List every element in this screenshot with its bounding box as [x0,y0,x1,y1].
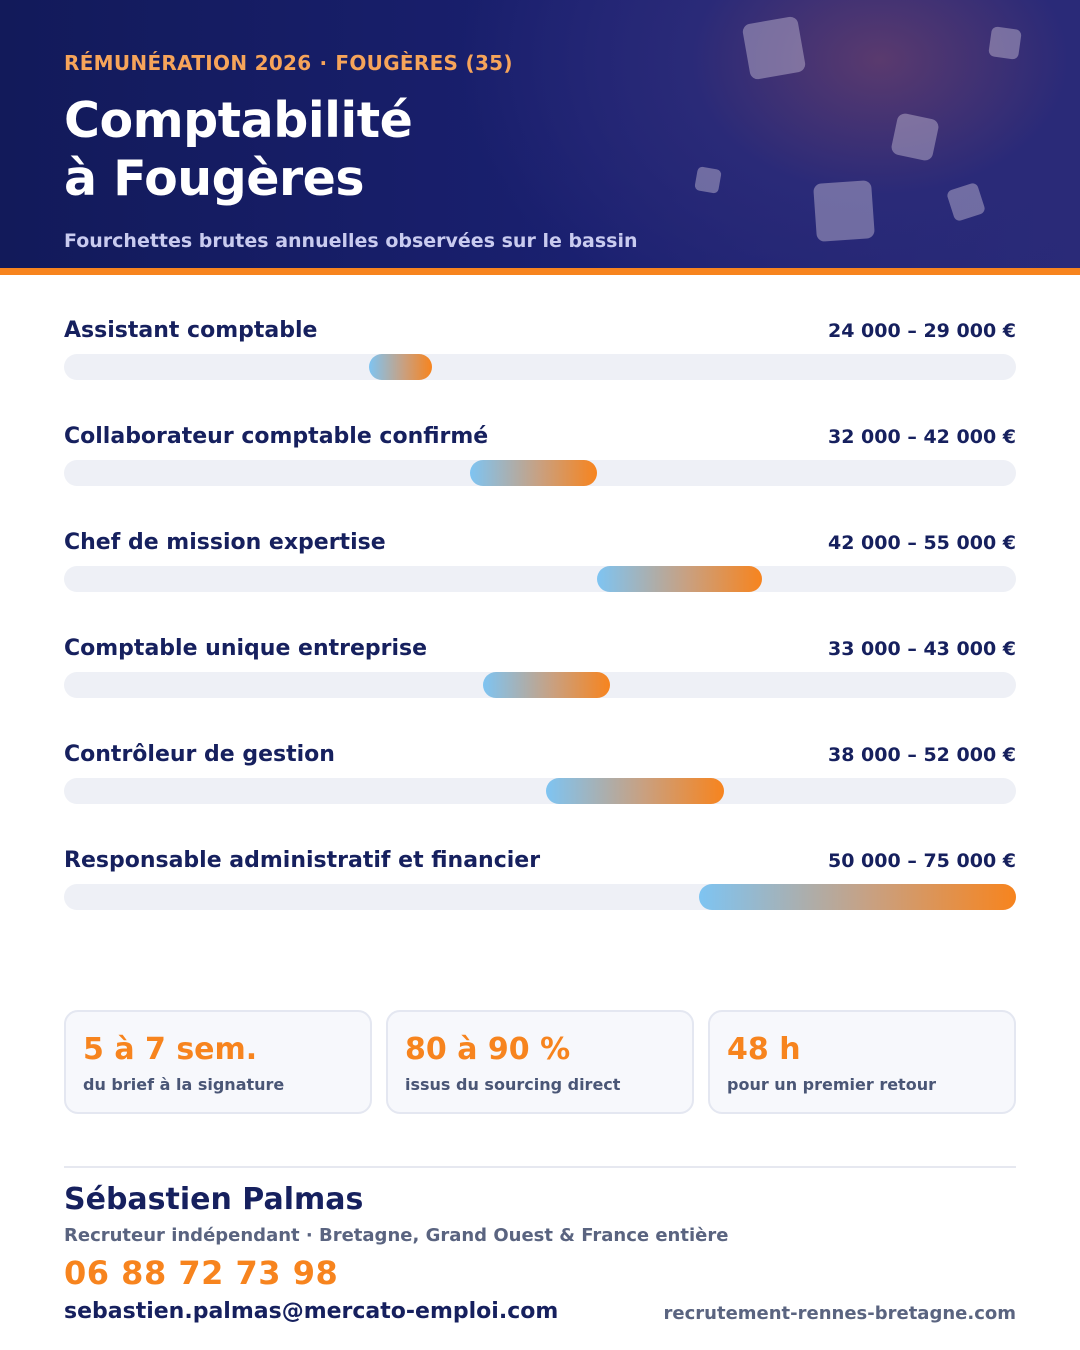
salary-row-label: Contrôleur de gestion [64,742,335,767]
website-link[interactable]: recrutement-rennes-bretagne.com [663,1303,1016,1324]
stat-caption: pour un premier retour [727,1075,936,1094]
salary-range-track [64,460,1016,486]
salary-row-range: 32 000 – 42 000 € [828,426,1016,448]
salary-row-range: 24 000 – 29 000 € [828,320,1016,342]
title-line-1: Comptabilité [64,92,413,149]
header-banner: RÉMUNÉRATION 2026 · FOUGÈRES (35) Comptabi… [0,0,1080,268]
contact-email-link[interactable]: sebastien.palmas@mercato-emploi.com [64,1299,559,1324]
stat-card-sourcing: 80 à 90 % issus du sourcing direct [386,1010,694,1114]
stat-value: 48 h [727,1032,801,1067]
salary-range-fill [698,884,1016,910]
eyebrow-separator: · [319,51,328,75]
contact-phone-link[interactable]: 06 88 72 73 98 [64,1254,339,1292]
stat-caption: du brief à la signature [83,1075,285,1094]
salary-row-label: Chef de mission expertise [64,530,386,555]
salary-row-range: 33 000 – 43 000 € [828,638,1016,660]
salary-range-fill [482,672,610,698]
salary-range-track [64,354,1016,380]
header-accent-bar [0,268,1080,275]
contact-role: Recruteur indépendant · Bretagne, Grand … [64,1225,729,1246]
eyebrow-topic: RÉMUNÉRATION 2026 [64,51,312,75]
salary-range-track [64,672,1016,698]
salary-row: Responsable administratif et financier 5… [64,848,1016,918]
footer-divider [64,1166,1016,1168]
decorative-square [813,180,875,242]
page-title: Comptabilité à Fougères [64,92,413,208]
salary-row-range: 42 000 – 55 000 € [828,532,1016,554]
eyebrow-location: FOUGÈRES (35) [335,51,513,75]
stat-card-response: 48 h pour un premier retour [708,1010,1016,1114]
decorative-square [741,15,807,81]
salary-row-label: Collaborateur comptable confirmé [64,424,489,449]
decorative-square [945,181,987,223]
contact-name: Sébastien Palmas [64,1182,364,1217]
salary-row-label: Responsable administratif et financier [64,848,541,873]
salary-row-range: 38 000 – 52 000 € [828,744,1016,766]
salary-row-label: Comptable unique entreprise [64,636,428,661]
stat-caption: issus du sourcing direct [405,1075,621,1094]
eyebrow: RÉMUNÉRATION 2026 · FOUGÈRES (35) [64,51,513,75]
salary-row: Contrôleur de gestion 38 000 – 52 000 € [64,742,1016,812]
page-subtitle: Fourchettes brutes annuelles observées s… [64,230,638,252]
salary-row-range: 50 000 – 75 000 € [828,850,1016,872]
stat-card-delay: 5 à 7 sem. du brief à la signature [64,1010,372,1114]
decorative-square [890,112,940,162]
salary-row: Collaborateur comptable confirmé 32 000 … [64,424,1016,494]
salary-range-fill [597,566,763,592]
salary-range-track [64,778,1016,804]
salary-range-track [64,566,1016,592]
salary-range-fill [368,354,433,380]
salary-range-fill [546,778,725,804]
stat-value: 80 à 90 % [405,1032,571,1067]
decorative-square [694,166,722,194]
salary-row: Assistant comptable 24 000 – 29 000 € [64,318,1016,388]
decorative-square [988,26,1022,60]
title-line-2: à Fougères [64,150,365,207]
salary-row: Chef de mission expertise 42 000 – 55 00… [64,530,1016,600]
salary-range-track [64,884,1016,910]
salary-range-fill [470,460,598,486]
salary-row: Comptable unique entreprise 33 000 – 43 … [64,636,1016,706]
stat-value: 5 à 7 sem. [83,1032,258,1067]
salary-row-label: Assistant comptable [64,318,318,343]
